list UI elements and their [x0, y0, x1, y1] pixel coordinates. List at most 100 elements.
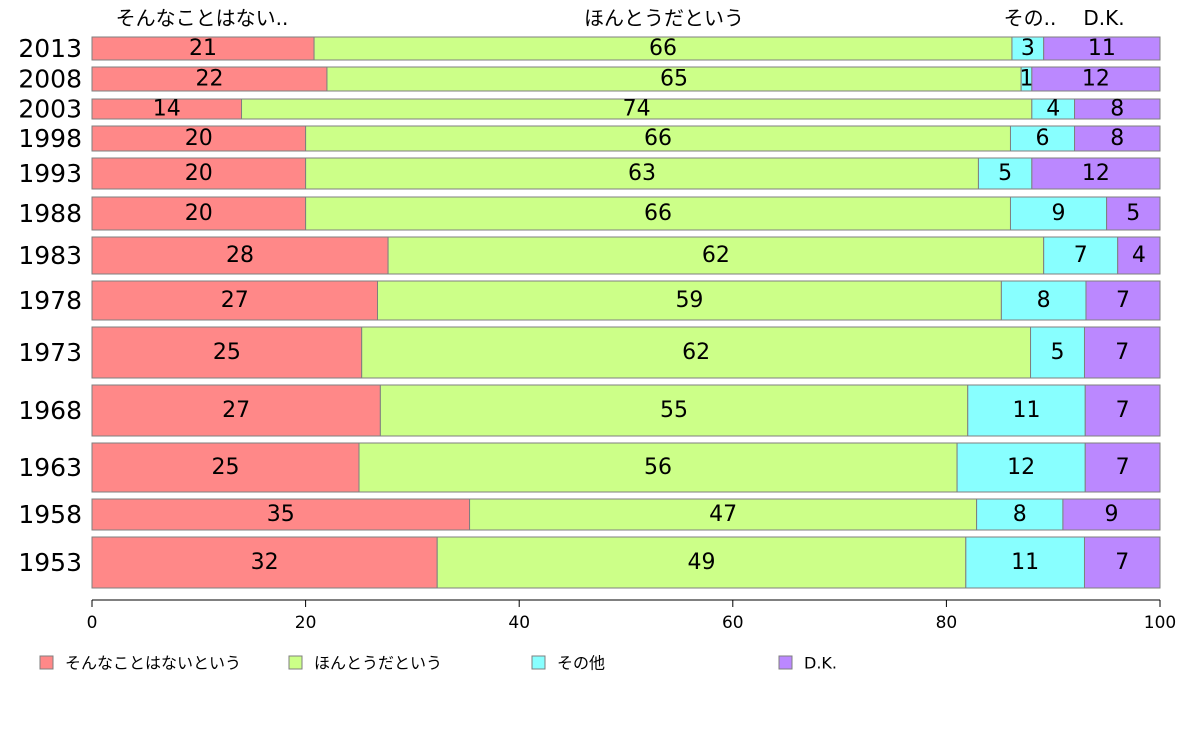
bar-segment	[956, 442, 1086, 493]
legend-label: ほんとうだという	[314, 654, 442, 673]
data-label: 5	[1126, 201, 1140, 226]
data-label: 7	[1116, 288, 1130, 313]
x-tick-label: 80	[936, 613, 958, 633]
bar-segment	[91, 280, 379, 321]
bar-segment	[305, 125, 1011, 152]
data-label: 21	[189, 36, 217, 61]
data-label: 8	[1110, 126, 1124, 151]
category-label: 1968	[18, 396, 82, 425]
data-label: 11	[1013, 398, 1041, 423]
legend-swatch	[39, 655, 54, 670]
category-label: 1978	[18, 286, 82, 315]
category-label: 2008	[18, 65, 82, 94]
data-label: 9	[1052, 201, 1066, 226]
data-label: 4	[1046, 97, 1060, 122]
bar-segment	[977, 157, 1033, 190]
bar-segment	[326, 66, 1022, 92]
data-label: 8	[1013, 502, 1027, 527]
legend-swatch	[778, 655, 793, 670]
data-label: 9	[1104, 502, 1118, 527]
data-label: 6	[1036, 126, 1050, 151]
data-label: 49	[688, 550, 716, 575]
bar-segment	[379, 384, 969, 437]
data-label: 12	[1082, 161, 1110, 186]
x-tick-label: 40	[508, 613, 530, 633]
data-label: 28	[226, 243, 254, 268]
top-series-label: D.K.	[1083, 6, 1124, 30]
data-label: 7	[1074, 243, 1088, 268]
data-label: 11	[1011, 550, 1039, 575]
bar-segment	[1009, 125, 1076, 152]
category-label: 1973	[18, 338, 82, 367]
bar-segment	[91, 536, 438, 589]
data-label: 32	[251, 550, 279, 575]
category-label: 1958	[18, 500, 82, 529]
top-series-label: そんなことはない..	[116, 6, 289, 30]
bar-segment	[91, 125, 307, 152]
data-label: 14	[153, 97, 181, 122]
bar-segment	[1106, 196, 1161, 231]
data-label: 63	[628, 161, 656, 186]
bar-segment	[305, 157, 979, 190]
data-label: 8	[1110, 97, 1124, 122]
data-label: 7	[1115, 550, 1129, 575]
bar-segment	[1074, 125, 1161, 152]
legend-label: その他	[557, 654, 605, 673]
category-label: 1963	[18, 453, 82, 482]
data-label: 59	[675, 288, 703, 313]
legend-label: D.K.	[804, 654, 837, 673]
x-tick-label: 100	[1144, 613, 1176, 633]
data-label: 7	[1116, 455, 1130, 480]
bar-segment	[91, 157, 307, 190]
data-label: 62	[702, 243, 730, 268]
x-tick-label: 20	[295, 613, 317, 633]
data-label: 47	[709, 502, 737, 527]
bar-segment	[1084, 384, 1161, 437]
bar-segment	[1074, 98, 1161, 120]
bar-segment	[1043, 36, 1161, 61]
data-label: 1	[1020, 67, 1034, 92]
category-label: 1988	[18, 199, 82, 228]
data-label: 12	[1082, 67, 1110, 92]
data-label: 27	[222, 398, 250, 423]
bar-segment	[1117, 236, 1161, 275]
data-label: 20	[185, 201, 213, 226]
data-label: 35	[267, 502, 295, 527]
bar-segment	[377, 280, 1002, 321]
bar-segment	[91, 442, 360, 493]
data-label: 74	[623, 97, 651, 122]
data-label: 3	[1021, 36, 1035, 61]
data-label: 65	[660, 67, 688, 92]
data-label: 56	[644, 455, 672, 480]
data-label: 22	[195, 67, 223, 92]
category-label: 1953	[18, 548, 82, 577]
data-label: 11	[1088, 36, 1116, 61]
data-label: 4	[1132, 243, 1146, 268]
bar-segment	[1000, 280, 1087, 321]
data-label: 5	[998, 161, 1012, 186]
data-label: 7	[1115, 340, 1129, 365]
bar-segment	[1083, 536, 1161, 589]
data-label: 62	[682, 340, 710, 365]
bar-segment	[1084, 442, 1161, 493]
category-label: 2003	[18, 95, 82, 124]
x-tick-label: 0	[87, 613, 98, 633]
data-label: 12	[1007, 455, 1035, 480]
data-label: 7	[1116, 398, 1130, 423]
bar-segment	[976, 498, 1064, 531]
bar-segment	[1009, 196, 1108, 231]
bar-segment	[91, 236, 389, 275]
bar-segment	[1062, 498, 1161, 531]
data-label: 27	[221, 288, 249, 313]
bar-segment	[387, 236, 1045, 275]
category-label: 1993	[18, 159, 82, 188]
bar-segment	[91, 66, 328, 92]
category-label: 1998	[18, 124, 82, 153]
legend-swatch	[531, 655, 546, 670]
bar-segment	[1031, 66, 1161, 92]
bar-segment	[91, 196, 307, 231]
bar-segment	[305, 196, 1011, 231]
bar-segment	[1031, 157, 1161, 190]
data-label: 25	[212, 455, 240, 480]
